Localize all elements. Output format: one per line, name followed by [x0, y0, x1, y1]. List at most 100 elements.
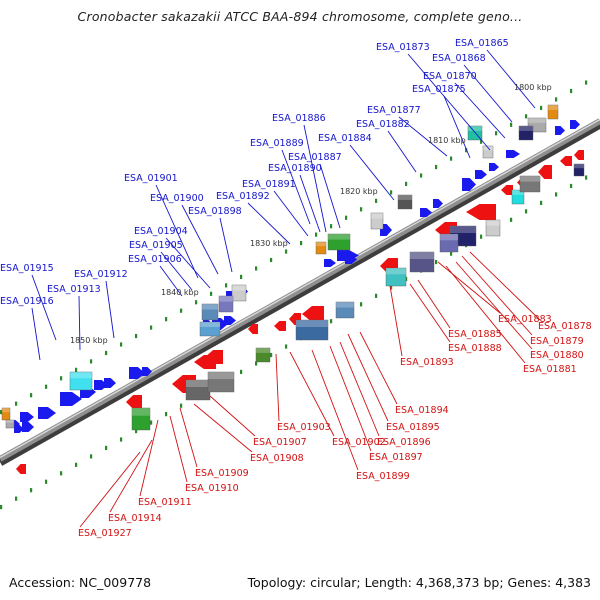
forward-leader-line [181, 204, 219, 275]
forward-gene-label: ESA_01870 [423, 71, 477, 82]
outer-tick-mark [345, 215, 348, 220]
outer-tick-mark [270, 257, 273, 263]
forward-gene [142, 367, 152, 376]
feature-box-shine [468, 126, 482, 131]
reverse-gene [466, 204, 496, 220]
gene-labels-layer: 1800 kbp 1810 kbp 1820 kbp 1830 kbp 1840 kbp… [0, 38, 592, 539]
feature-box [295, 319, 329, 341]
outer-tick-mark [150, 325, 153, 330]
forward-gene [555, 126, 565, 135]
inner-tick-mark [135, 428, 138, 434]
forward-gene [60, 392, 82, 406]
forward-gene-label: ESA_01892 [216, 191, 270, 202]
outer-tick-mark [525, 114, 528, 119]
forward-gene-label: ESA_01916 [0, 296, 54, 307]
backbone-layer [0, 118, 600, 466]
feature-box-shine [132, 408, 150, 416]
outer-tick-mark [135, 333, 138, 339]
feature-box [385, 267, 407, 287]
inner-tick-mark [390, 285, 393, 290]
forward-gene [104, 378, 116, 388]
topology-summary: Topology: circular; Length: 4,368,373 bp… [247, 575, 591, 590]
forward-gene [433, 199, 443, 208]
forward-gene [38, 407, 56, 419]
reverse-gene-label: ESA_01911 [138, 497, 192, 508]
outer-tick-mark [165, 317, 168, 322]
feature-box-shine [6, 420, 14, 423]
forward-gene-label: ESA_01865 [455, 38, 509, 49]
forward-leader-line [165, 237, 211, 289]
reverse-gene-label: ESA_01914 [108, 513, 162, 524]
feature-box-shine [410, 252, 434, 259]
map-title: Cronobacter sakazakii ATCC BAA-894 chrom… [77, 9, 523, 24]
reverse-leader-line [329, 345, 372, 452]
inner-tick-mark [585, 175, 588, 180]
inner-tick-mark [360, 302, 363, 307]
outer-tick-mark [435, 164, 438, 170]
feature-box [207, 371, 235, 393]
inner-tick-mark [570, 183, 573, 189]
feature-box [573, 163, 585, 177]
feature-box-shine [519, 126, 533, 131]
reverse-gene [574, 150, 584, 160]
feature-box-shine [256, 348, 270, 353]
inner-tick-mark [180, 403, 183, 408]
forward-leader-line [105, 280, 115, 339]
forward-gene [462, 178, 476, 191]
feature-box [5, 419, 15, 429]
forward-gene [20, 412, 34, 422]
outer-tick-mark [300, 241, 303, 246]
forward-leader-line [486, 49, 536, 109]
outer-tick-mark [555, 97, 558, 102]
forward-gene-label: ESA_01915 [0, 263, 54, 274]
reverse-gene-label: ESA_01893 [400, 357, 454, 368]
forward-leader-line [303, 124, 327, 233]
inner-tick-mark [285, 344, 288, 349]
outer-tick-mark [90, 359, 93, 364]
reverse-gene-label: ESA_01903 [277, 422, 331, 433]
feature-box [131, 407, 151, 431]
inner-tick-mark [330, 319, 333, 324]
reverse-gene [538, 165, 552, 179]
forward-leader-line [299, 174, 321, 233]
outer-tick-mark [390, 190, 393, 195]
forward-leader-line [387, 130, 417, 173]
feature-box-shine [200, 322, 220, 327]
feature-box [511, 189, 525, 205]
position-tick-label: 1800 kbp [514, 83, 552, 92]
reverse-leader-line [445, 265, 526, 364]
reverse-leader-line [179, 407, 198, 468]
inner-tick-mark [240, 369, 243, 374]
feature-box [485, 219, 501, 237]
inner-tick-mark [540, 200, 543, 205]
forward-gene [570, 120, 580, 129]
outer-tick-mark [210, 291, 213, 296]
forward-gene-label: ESA_01886 [272, 113, 326, 124]
forward-gene-label: ESA_01889 [250, 138, 304, 149]
feature-box [397, 194, 413, 210]
feature-box [199, 321, 221, 337]
forward-gene-label: ESA_01887 [288, 152, 342, 163]
feature-box [231, 284, 247, 302]
outer-tick-mark [30, 393, 33, 398]
reverse-gene [501, 185, 513, 195]
inner-tick-mark [480, 234, 483, 239]
outer-tick-mark [315, 232, 318, 237]
reverse-gene-label: ESA_01902 [332, 437, 386, 448]
reverse-gene-label: ESA_01927 [78, 528, 132, 539]
outer-tick-mark [285, 249, 288, 254]
forward-leader-line [454, 82, 506, 139]
forward-gene [14, 425, 24, 433]
reverse-leader-line [275, 353, 280, 422]
forward-gene [345, 255, 357, 264]
reverse-gene [274, 321, 286, 331]
forward-leader-line [443, 95, 471, 159]
feature-box [69, 371, 93, 391]
inner-tick-mark [0, 505, 3, 510]
feature-box [547, 104, 559, 120]
feature-box-shine [486, 220, 500, 226]
inner-tick-mark [450, 251, 453, 256]
forward-gene-label: ESA_01900 [150, 193, 204, 204]
forward-leader-line [463, 64, 513, 123]
